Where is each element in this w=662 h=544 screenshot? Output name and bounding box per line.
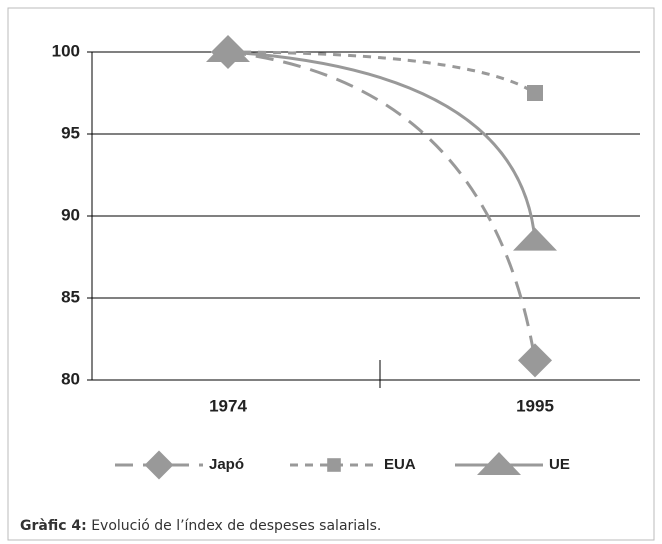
marker-diamond — [211, 35, 245, 69]
y-tick-label: 80 — [61, 369, 80, 388]
marker-diamond — [518, 343, 552, 378]
y-tick-label: 85 — [61, 287, 80, 306]
series-line — [227, 50, 536, 95]
caption: Gràfic 4: Evolució de l’índex de despese… — [20, 518, 381, 534]
x-tick-label: 1995 — [516, 396, 554, 415]
marker-square — [327, 458, 341, 472]
caption-label: Gràfic 4: — [20, 518, 87, 534]
marker-square — [527, 85, 543, 101]
marker-triangle — [477, 452, 521, 475]
legend-label: UE — [549, 456, 570, 473]
series-line — [227, 50, 537, 241]
frame — [7, 7, 655, 541]
x-tick-label: 1974 — [209, 396, 247, 415]
y-tick-label: 95 — [61, 123, 80, 142]
series-line — [227, 50, 537, 361]
y-tick-label: 100 — [52, 41, 80, 60]
marker-triangle — [513, 227, 557, 251]
caption-text: Evolució de l’índex de despeses salarial… — [91, 518, 381, 534]
y-tick-label: 90 — [61, 205, 80, 224]
legend-label: Japó — [209, 456, 244, 473]
marker-diamond — [144, 450, 174, 480]
legend-label: EUA — [384, 456, 416, 473]
